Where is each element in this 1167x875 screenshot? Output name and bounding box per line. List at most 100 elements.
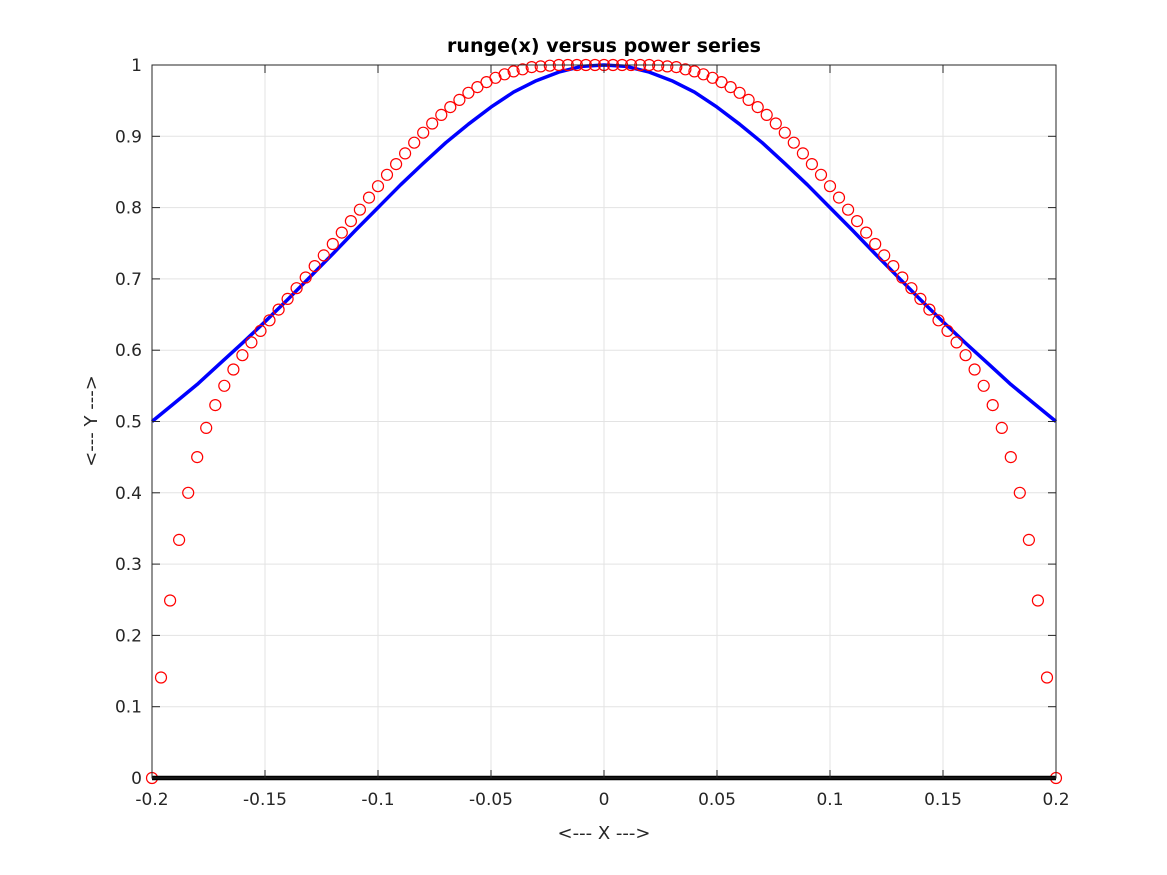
power-series-marker (968, 363, 981, 376)
power-series-marker (272, 303, 285, 316)
power-series-marker (715, 75, 728, 89)
power-series-marker (308, 260, 321, 273)
power-series-marker (290, 282, 303, 295)
power-series-marker (769, 117, 782, 130)
power-series-marker (887, 260, 900, 273)
power-series-marker (218, 379, 231, 392)
y-tick-label: 0.7 (115, 270, 142, 290)
power-series-marker (986, 399, 999, 412)
power-series-marker (408, 136, 421, 149)
power-series-marker (435, 108, 448, 122)
power-series-marker (959, 349, 972, 362)
x-tick-label: -0.1 (361, 790, 394, 810)
y-axis-label: <--- Y ---> (81, 375, 102, 467)
power-series-marker (950, 336, 963, 349)
power-series-marker (200, 421, 213, 434)
power-series-marker (742, 93, 755, 107)
x-tick-label: -0.15 (243, 790, 287, 810)
power-series-marker (281, 292, 294, 305)
power-series-marker (299, 271, 312, 284)
chart-title: runge(x) versus power series (447, 35, 761, 57)
power-series-marker (227, 363, 240, 376)
power-series-marker (353, 203, 366, 216)
power-series-marker (399, 147, 412, 160)
power-series-marker (652, 59, 665, 72)
power-series-marker (760, 108, 773, 122)
power-series-marker (173, 533, 186, 547)
power-series-marker (209, 399, 222, 412)
power-series-marker (1004, 451, 1017, 464)
power-series-marker (507, 65, 520, 78)
tick-labels: -0.2 -0.15 -0.1 -0.05 0 0.05 0.1 0.15 0.2 0 0.1 0.2… (115, 56, 1070, 810)
power-series-marker (1040, 671, 1054, 684)
power-series-marker (164, 594, 177, 607)
power-series-marker (670, 60, 683, 74)
power-series-marker (905, 282, 918, 295)
power-series-marker (344, 215, 357, 228)
y-tick-label: 0.3 (115, 555, 142, 575)
power-series-marker (326, 237, 339, 251)
power-series-marker (896, 271, 909, 284)
power-series-marker (371, 180, 385, 193)
power-series-marker (751, 100, 764, 114)
y-tick-label: 0.8 (115, 199, 142, 219)
power-series-marker (932, 314, 945, 327)
power-series-marker (254, 324, 267, 337)
power-series-marker (335, 226, 348, 239)
power-series-marker (471, 80, 484, 94)
power-series-marker (516, 63, 529, 76)
power-series-marker (317, 249, 330, 262)
x-tick-label: -0.2 (135, 790, 168, 810)
power-series-marker (444, 100, 457, 114)
power-series-marker (525, 60, 538, 74)
power-series-marker (814, 168, 828, 181)
power-series-marker (914, 292, 927, 305)
power-series-marker (724, 80, 737, 94)
power-series-marker (832, 191, 846, 204)
y-tick-label: 0 (131, 769, 142, 789)
power-series-marker (923, 303, 936, 316)
y-tick-label: 0.9 (115, 127, 142, 147)
power-series-marker (191, 451, 204, 464)
y-tick-label: 0.4 (115, 484, 142, 504)
power-series-marker (417, 126, 430, 139)
power-series-marker (787, 136, 800, 149)
power-series-marker (995, 421, 1008, 434)
power-series-marker (263, 314, 276, 327)
power-series-marker (733, 86, 746, 99)
power-series-marker (860, 226, 873, 239)
y-tick-label: 0.5 (115, 413, 142, 433)
power-series-marker (805, 158, 819, 171)
power-series-marker (543, 59, 556, 72)
power-series-marker (679, 63, 692, 76)
power-series-marker (661, 60, 674, 73)
power-series-marker (390, 158, 403, 171)
x-tick-label: 0.2 (1042, 790, 1069, 810)
power-series-marker (869, 237, 882, 251)
power-series-marker (426, 117, 439, 130)
y-tick-label: 0.2 (115, 626, 142, 646)
power-series-marker (462, 86, 475, 99)
power-series-marker (534, 60, 547, 73)
power-series-marker (1022, 533, 1036, 547)
power-series-marker (245, 336, 258, 349)
power-series-marker (453, 93, 466, 107)
power-series-marker (380, 168, 394, 181)
x-tick-label: 0 (599, 790, 610, 810)
power-series-marker (1031, 594, 1045, 607)
x-axis-label: <--- X ---> (558, 823, 651, 844)
y-tick-label: 1 (131, 56, 142, 76)
power-series-marker (977, 379, 990, 392)
power-series-marker (154, 671, 168, 684)
power-series-marker (362, 191, 376, 204)
x-tick-label: 0.1 (816, 790, 843, 810)
power-series-marker (498, 68, 511, 81)
power-series-marker (778, 126, 791, 139)
x-tick-label: 0.05 (698, 790, 736, 810)
power-series-marker (236, 349, 249, 362)
y-tick-label: 0.6 (115, 341, 142, 361)
x-tick-label: -0.05 (469, 790, 513, 810)
x-tick-label: 0.15 (924, 790, 962, 810)
